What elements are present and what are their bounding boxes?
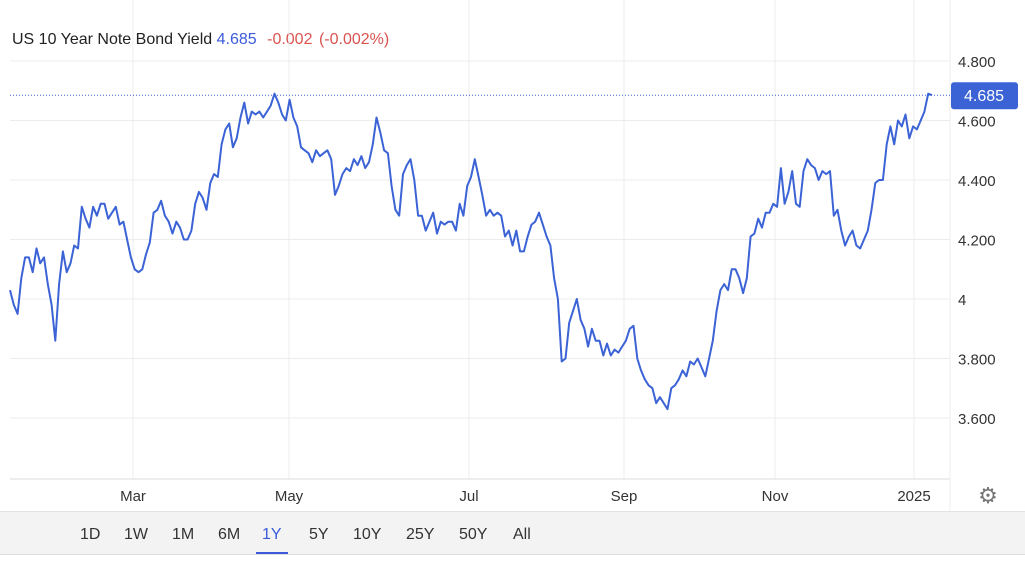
range-button-25y[interactable]: 25Y (406, 526, 435, 543)
x-tick-label: May (275, 488, 304, 505)
change-percent: (-0.002%) (318, 31, 390, 48)
y-tick-label: 4.400 (958, 173, 996, 190)
last-value: 4.685 (216, 31, 257, 48)
instrument-name: US 10 Year Note Bond Yield (12, 31, 213, 48)
last-value-badge-label: 4.685 (964, 88, 1004, 105)
yield-chart[interactable]: 4.800 4.600 4.400 4.200 4 3.800 3.600 Mar May Jul… (0, 0, 1025, 511)
x-tick-label: Jul (459, 488, 478, 505)
range-selector: 1D 1W 1M 6M 1Y 5Y 10Y 25Y 50Y All (0, 511, 1025, 555)
range-button-1d[interactable]: 1D (80, 526, 101, 543)
yield-line (9, 92, 933, 411)
range-button-1m[interactable]: 1M (172, 526, 195, 543)
y-tick-label: 3.800 (958, 352, 996, 369)
x-tick-label: Mar (120, 488, 146, 505)
y-tick-label: 4 (958, 292, 966, 309)
x-tick-label: Sep (611, 488, 638, 505)
range-button-50y[interactable]: 50Y (459, 526, 488, 543)
y-tick-label: 4.800 (958, 54, 996, 71)
change-value: -0.002 (267, 31, 313, 48)
range-button-all[interactable]: All (513, 526, 531, 543)
range-button-6m[interactable]: 6M (218, 526, 241, 543)
range-button-1y[interactable]: 1Y (256, 512, 288, 554)
x-tick-label: Nov (762, 488, 789, 505)
y-tick-label: 4.200 (958, 233, 996, 250)
last-value-badge (951, 82, 1018, 110)
range-button-1w[interactable]: 1W (124, 526, 148, 543)
x-tick-label: 2025 (897, 488, 930, 505)
y-tick-label: 4.600 (958, 114, 996, 131)
range-button-10y[interactable]: 10Y (353, 526, 382, 543)
chart-title: US 10 Year Note Bond Yield 4.685 -0.002 … (12, 31, 389, 49)
y-tick-label: 3.600 (958, 411, 996, 428)
range-button-5y[interactable]: 5Y (309, 526, 329, 543)
gear-icon[interactable]: ⚙ (978, 483, 998, 508)
